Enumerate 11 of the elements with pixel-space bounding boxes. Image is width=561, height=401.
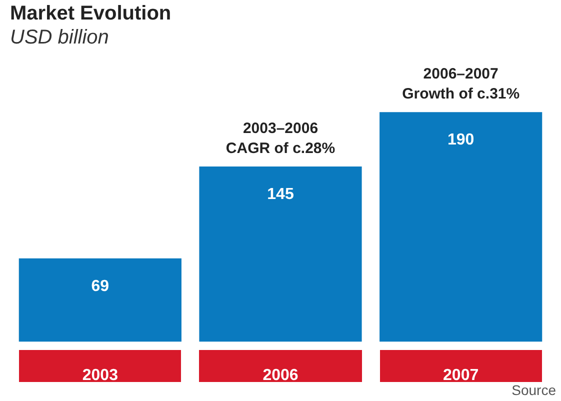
chart-subtitle: USD billion [10, 26, 109, 49]
x-tick-label: 2006 [262, 366, 298, 384]
x-tick-label: 2003 [82, 366, 118, 384]
data-label: 190 [447, 131, 474, 148]
data-label: 69 [91, 278, 110, 295]
text: Source [512, 382, 556, 398]
chart-title: Market Evolution [10, 2, 172, 25]
annotation: 2003–2006 CAGR of c.28% [226, 120, 336, 158]
annotation: 2006–2007 Growth of c.31% [402, 66, 520, 103]
data-label: 145 [267, 186, 294, 203]
x-tick-label: 2007 [443, 366, 479, 384]
